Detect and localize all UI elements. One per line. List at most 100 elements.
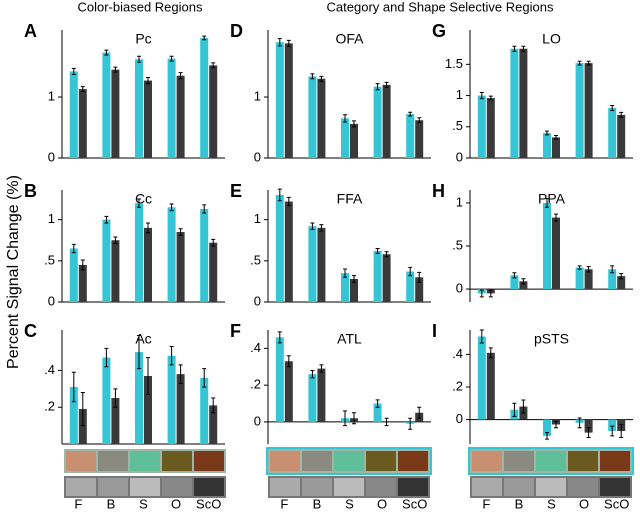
x-tick-label: ScO xyxy=(402,496,427,511)
y-axis-label: Percent Signal Change (%) xyxy=(5,175,22,369)
error-bar xyxy=(512,402,517,417)
bar xyxy=(144,227,152,302)
bar xyxy=(135,352,143,444)
bar xyxy=(111,398,120,444)
error-bar xyxy=(178,72,183,80)
bar xyxy=(552,137,560,158)
panel-title: FFA xyxy=(337,191,363,207)
error-bar xyxy=(554,213,558,222)
y-tick-label: 0 xyxy=(48,293,55,308)
y-tick-label: .5 xyxy=(452,118,463,133)
bar xyxy=(486,98,495,158)
bar xyxy=(69,387,78,444)
error-bar xyxy=(113,66,118,73)
bar xyxy=(373,250,382,302)
error-bar xyxy=(277,188,282,202)
x-tick-label: O xyxy=(171,496,181,511)
error-bar xyxy=(521,45,526,52)
y-tick-label: 0 xyxy=(456,149,463,164)
error-bar xyxy=(512,272,517,279)
panel-letter: F xyxy=(230,321,241,341)
error-bar xyxy=(417,117,422,124)
bar xyxy=(617,276,626,290)
error-bar xyxy=(137,55,141,63)
error-bar xyxy=(80,392,85,427)
error-bar xyxy=(104,49,109,56)
bar xyxy=(308,374,317,422)
error-bar xyxy=(137,335,141,370)
bar xyxy=(69,71,78,158)
error-bar xyxy=(178,364,183,384)
bar xyxy=(382,254,391,302)
bar xyxy=(200,208,209,302)
error-bar xyxy=(113,388,118,408)
error-bar xyxy=(375,83,380,91)
bar xyxy=(543,419,551,436)
bar xyxy=(209,405,218,444)
bar xyxy=(341,273,349,302)
bar xyxy=(167,355,176,444)
error-bar xyxy=(352,120,356,128)
panel-letter: E xyxy=(230,181,242,201)
error-bar xyxy=(277,331,282,344)
error-bar xyxy=(146,77,150,85)
bar xyxy=(176,75,185,158)
error-bar xyxy=(310,369,315,379)
y-tick-label: 0 xyxy=(456,281,463,296)
bar xyxy=(608,269,617,290)
panel-title: Ac xyxy=(135,331,151,347)
y-tick-label: 0 xyxy=(456,411,463,426)
bar xyxy=(510,48,519,159)
bar xyxy=(135,203,143,302)
error-bar xyxy=(545,130,549,136)
error-bar xyxy=(408,266,413,277)
error-bar xyxy=(146,222,150,234)
error-bar xyxy=(352,275,356,283)
bar xyxy=(608,419,617,431)
error-bar xyxy=(408,417,413,430)
bar xyxy=(406,271,415,302)
x-tick-label: ScO xyxy=(604,496,629,511)
bar xyxy=(584,63,593,158)
error-bar xyxy=(417,271,422,283)
error-bar xyxy=(319,224,324,232)
error-bar xyxy=(319,364,324,373)
bar xyxy=(617,114,626,158)
panel-title: PPA xyxy=(538,191,566,207)
column-header: Category and Shape Selective Regions xyxy=(327,0,554,14)
error-bar xyxy=(545,432,549,440)
error-bar xyxy=(488,289,493,298)
bar xyxy=(406,114,415,158)
bar xyxy=(167,58,176,159)
x-tick-label: ScO xyxy=(196,496,221,511)
error-bar xyxy=(512,45,517,52)
bar xyxy=(78,89,87,158)
error-bar xyxy=(479,289,484,298)
bar xyxy=(519,281,528,290)
error-bar xyxy=(211,238,216,247)
bar xyxy=(209,242,218,302)
error-bar xyxy=(286,355,291,368)
bar xyxy=(144,80,152,158)
error-bar xyxy=(71,67,76,75)
y-tick-label: .4 xyxy=(452,346,463,361)
error-bar xyxy=(384,251,389,258)
bar xyxy=(111,69,120,158)
bar xyxy=(167,207,176,302)
y-tick-label: .2 xyxy=(250,377,261,392)
bar xyxy=(284,201,293,302)
bar xyxy=(350,278,358,302)
panel-letter: H xyxy=(432,181,445,201)
error-bar xyxy=(610,425,615,437)
error-bar xyxy=(479,91,484,100)
error-bar xyxy=(286,39,291,47)
bar xyxy=(78,264,87,302)
error-bar xyxy=(71,243,76,254)
bar xyxy=(102,52,111,158)
bar xyxy=(486,352,495,420)
bar xyxy=(415,277,424,302)
y-tick-label: .4 xyxy=(250,340,261,355)
error-bar xyxy=(202,204,207,214)
error-bar xyxy=(488,95,493,101)
